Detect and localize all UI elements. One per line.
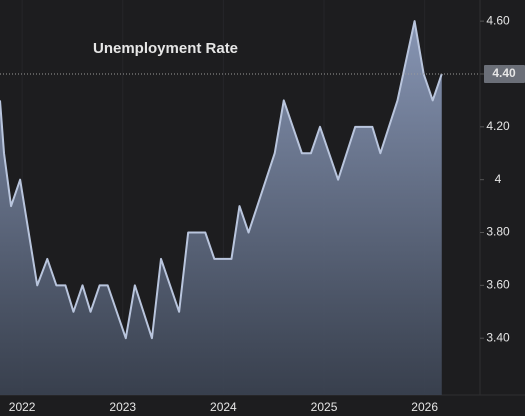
x-tick-label: 2026 [411, 400, 438, 414]
y-tick-label: 3.80 [486, 225, 510, 239]
y-tick-label: 4.60 [486, 13, 510, 27]
area-fill [0, 21, 442, 396]
current-value-box [484, 64, 525, 83]
x-tick-label: 2023 [109, 400, 136, 414]
current-value-label: 4.40 [492, 66, 516, 80]
y-tick-label: 4 [495, 172, 502, 186]
x-tick-label: 2024 [210, 400, 237, 414]
line [0, 20, 443, 340]
chart-title: Unemployment Rate [93, 40, 238, 57]
x-tick-label: 2022 [9, 400, 36, 414]
y-tick-label: 3.40 [486, 330, 510, 344]
y-tick-label: 3.60 [486, 278, 510, 292]
x-tick-label: 2025 [311, 400, 338, 414]
y-tick-label: 4.20 [486, 119, 510, 133]
